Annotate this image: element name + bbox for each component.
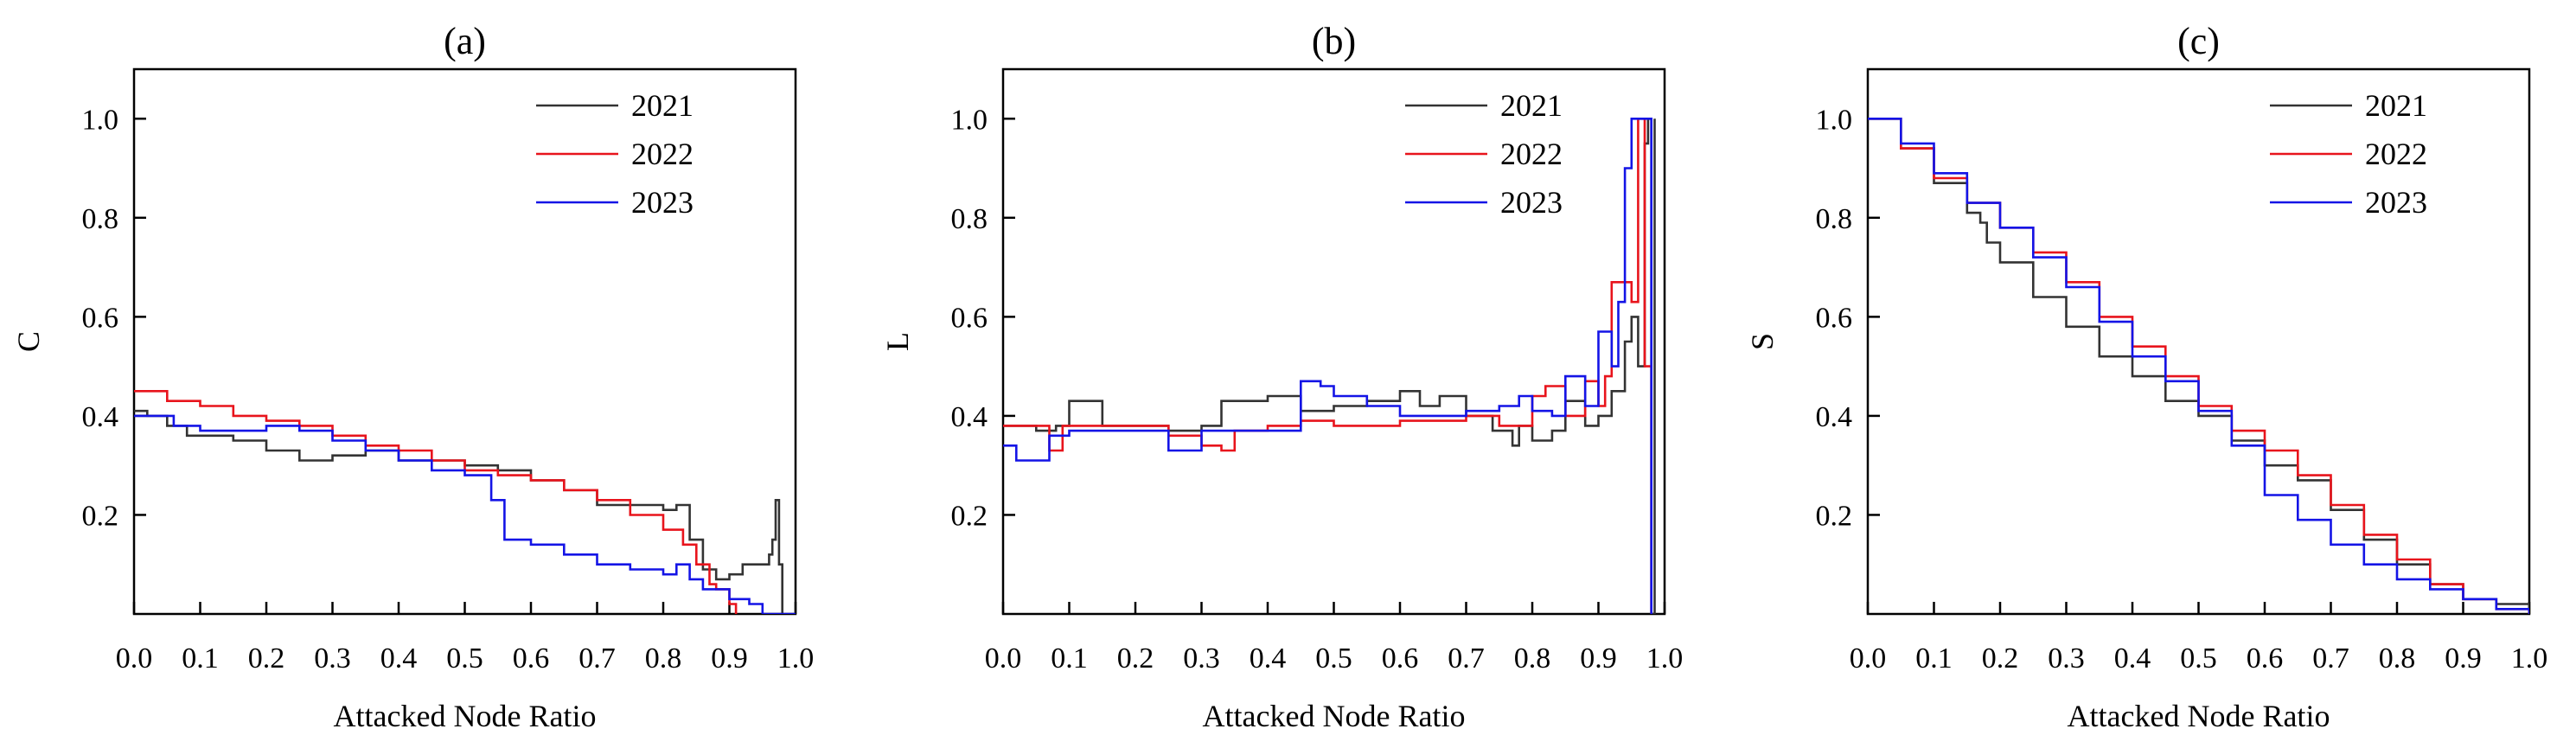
x-tick-label: 0.2 <box>1117 643 1154 674</box>
y-axis-label: S <box>1745 333 1780 350</box>
x-axis-label: Attacked Node Ratio <box>1203 699 1466 733</box>
series-line-2023 <box>1003 118 1652 614</box>
x-tick-label: 0.4 <box>1250 643 1287 674</box>
x-tick-label: 0.4 <box>2114 643 2151 674</box>
legend-label: 2023 <box>2365 185 2427 220</box>
x-tick-label: 0.0 <box>985 643 1022 674</box>
chart-panel-2: (b) 0.0 0.1 0.2 0.3 0.4 0.5 0.6 0.7 0.8 0.9 1.0 0.2 0… <box>880 20 1683 733</box>
series-line-2021 <box>1868 118 2529 614</box>
x-tick-label: 0.1 <box>1051 643 1088 674</box>
x-tick-label: 0.3 <box>1183 643 1220 674</box>
x-tick-label: 0.8 <box>645 643 682 674</box>
x-tick-label: 0.7 <box>2312 643 2349 674</box>
x-tick-label: 0.6 <box>2247 643 2284 674</box>
y-axis-label: C <box>11 331 46 352</box>
y-tick-label: 0.4 <box>82 401 119 433</box>
legend-label: 2021 <box>631 88 694 123</box>
y-tick-label: 0.6 <box>82 302 119 334</box>
series-line-2022 <box>1003 118 1652 614</box>
legend-label: 2022 <box>631 137 694 171</box>
x-tick-label: 0.5 <box>446 643 483 674</box>
x-tick-label: 0.6 <box>1382 643 1419 674</box>
y-tick-label: 0.4 <box>951 401 988 433</box>
series-line-2023 <box>1868 118 2529 614</box>
y-tick-label: 0.4 <box>1816 401 1853 433</box>
x-tick-label: 0.2 <box>1982 643 2019 674</box>
y-tick-label: 0.8 <box>82 203 119 235</box>
x-tick-label: 0.2 <box>248 643 285 674</box>
series-line-2023 <box>134 414 796 614</box>
y-tick-label: 1.0 <box>951 104 988 136</box>
x-tick-label: 1.0 <box>1646 643 1684 674</box>
x-tick-label: 0.1 <box>182 643 219 674</box>
chart-panel-1: (a) 0.0 0.1 0.2 0.3 0.4 0.5 0.6 0.7 0.8 0.9 1.0 0.2 0… <box>11 20 814 733</box>
y-tick-label: 0.8 <box>951 203 988 235</box>
y-tick-label: 0.8 <box>1816 203 1853 235</box>
legend-label: 2021 <box>1500 88 1563 123</box>
chart-panel-3: (c) 0.0 0.1 0.2 0.3 0.4 0.5 0.6 0.7 0.8 0.9 1.0 0.2 0… <box>1745 20 2547 733</box>
legend-label: 2023 <box>1500 185 1563 220</box>
series-line-2022 <box>134 390 738 614</box>
x-tick-label: 1.0 <box>2511 643 2548 674</box>
x-tick-label: 0.8 <box>1514 643 1551 674</box>
panel-title: (c) <box>2177 20 2220 62</box>
panel-title: (b) <box>1312 20 1356 62</box>
x-tick-label: 0.1 <box>1915 643 1953 674</box>
x-tick-label: 0.3 <box>314 643 351 674</box>
x-tick-label: 0.6 <box>513 643 550 674</box>
y-tick-label: 0.2 <box>82 500 119 532</box>
x-tick-label: 0.8 <box>2379 643 2416 674</box>
panel-title: (a) <box>444 20 486 62</box>
y-axis-label: L <box>880 332 915 351</box>
x-axis-label: Attacked Node Ratio <box>2068 699 2330 733</box>
x-tick-label: 0.0 <box>1850 643 1887 674</box>
y-tick-label: 0.2 <box>951 500 988 532</box>
x-tick-label: 0.4 <box>380 643 418 674</box>
x-tick-label: 0.9 <box>711 643 748 674</box>
x-tick-label: 0.7 <box>1448 643 1485 674</box>
x-tick-label: 1.0 <box>777 643 815 674</box>
legend-label: 2021 <box>2365 88 2427 123</box>
x-tick-label: 0.0 <box>116 643 153 674</box>
legend-label: 2022 <box>1500 137 1563 171</box>
x-tick-label: 0.3 <box>2048 643 2085 674</box>
y-tick-label: 0.6 <box>951 302 988 334</box>
legend-label: 2022 <box>2365 137 2427 171</box>
x-tick-label: 0.9 <box>2445 643 2482 674</box>
y-tick-label: 0.2 <box>1816 500 1853 532</box>
y-tick-label: 1.0 <box>82 104 119 136</box>
x-tick-label: 0.5 <box>1315 643 1352 674</box>
x-tick-label: 0.5 <box>2180 643 2217 674</box>
legend-label: 2023 <box>631 185 694 220</box>
x-tick-label: 0.7 <box>578 643 616 674</box>
x-axis-label: Attacked Node Ratio <box>334 699 597 733</box>
y-tick-label: 1.0 <box>1816 104 1853 136</box>
x-tick-label: 0.9 <box>1580 643 1617 674</box>
y-tick-label: 0.6 <box>1816 302 1853 334</box>
